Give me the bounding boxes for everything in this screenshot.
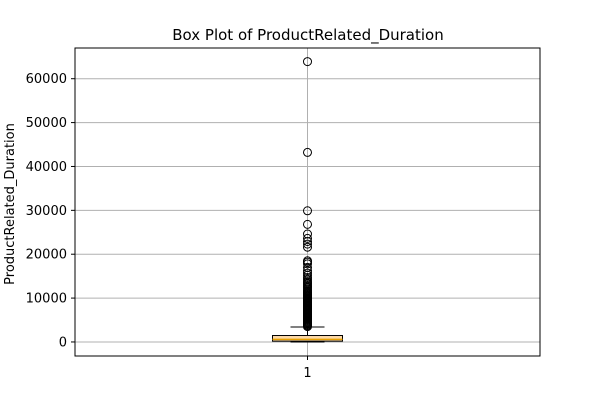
y-axis-label: ProductRelated_Duration: [3, 123, 18, 285]
outlier-point: [303, 262, 312, 272]
x-tick-label: 1: [303, 366, 311, 381]
outlier-point: [303, 268, 312, 278]
chart-title: Box Plot of ProductRelated_Duration: [172, 26, 444, 45]
y-tick-label: 20000: [26, 248, 67, 263]
box-iqr: [272, 335, 343, 342]
outlier-point: [303, 229, 312, 239]
outlier-point: [303, 256, 312, 266]
grid-lines: [75, 48, 540, 356]
outlier-point: [303, 272, 312, 282]
outlier-point: [303, 233, 312, 243]
plot-area: [272, 57, 343, 343]
outlier-point: [303, 242, 312, 252]
outlier-point: [303, 239, 312, 249]
outlier-point: [303, 206, 312, 216]
outlier-point: [303, 236, 312, 246]
outlier-point: [303, 57, 312, 67]
y-tick-label: 10000: [26, 292, 67, 307]
y-tick-label: 60000: [26, 72, 67, 87]
y-tick-label: 50000: [26, 116, 67, 131]
y-tick-label: 40000: [26, 160, 67, 175]
outlier-point: [303, 147, 312, 157]
y-tick-label: 0: [59, 335, 67, 350]
y-tick-label: 30000: [26, 204, 67, 219]
axis-ticks: 0 10000 20000 30000 40000 50000 60000 1: [26, 72, 312, 381]
outlier-point: [303, 219, 312, 229]
